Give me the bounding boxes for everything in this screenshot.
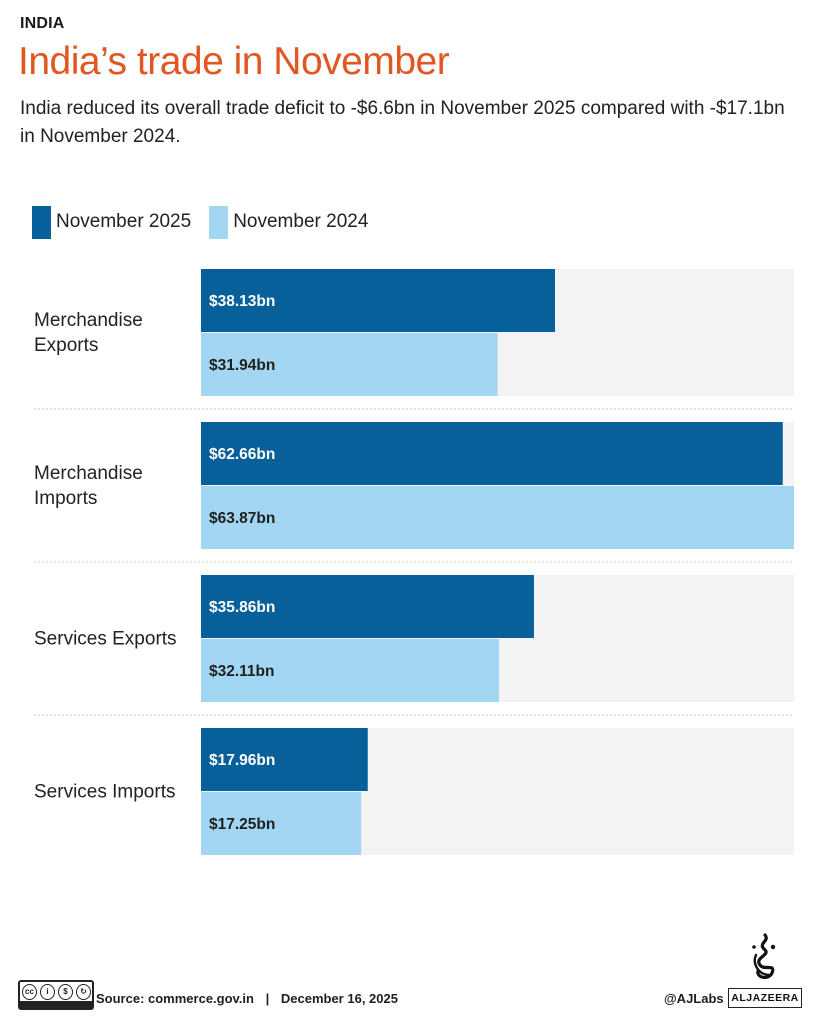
bar-value-label: $35.86bn (209, 599, 275, 616)
separator: | (265, 991, 270, 1006)
bar-2024 (201, 639, 500, 702)
category-label: Merchandise Imports (34, 463, 143, 509)
bar-2024 (201, 333, 498, 396)
bar-2025 (201, 269, 556, 332)
bar-value-label: $17.25bn (209, 816, 275, 833)
category-label: Merchandise Exports (34, 310, 143, 356)
nc-icon: $ (58, 984, 73, 1000)
source-line: Source: commerce.gov.in | December 16, 2… (96, 991, 398, 1006)
aljazeera-logo-mark-icon (752, 933, 776, 980)
bar-2024 (201, 792, 362, 855)
kicker: INDIA (20, 15, 65, 32)
cc-icon: cc (22, 984, 37, 1000)
cc-badge-strip (20, 1001, 92, 1008)
source-text: Source: commerce.gov.in (96, 991, 254, 1006)
bar-value-label: $31.94bn (209, 357, 275, 374)
bar-value-label: $63.87bn (209, 510, 275, 527)
subtitle: India reduced its overall trade deficit … (20, 98, 785, 147)
bar-2025 (201, 422, 783, 485)
category-label: Services Exports (34, 629, 177, 650)
legend-swatch-2025 (32, 205, 51, 239)
bar-2024 (201, 486, 794, 549)
bar-value-label: $32.11bn (209, 663, 275, 680)
aljazeera-wordmark: ALJAZEERA (728, 988, 802, 1008)
legend-swatch-2024 (209, 205, 229, 239)
legend: November 2025 November 2024 (32, 205, 386, 239)
legend-item-2025: November 2025 (32, 205, 192, 239)
ajlabs-handle: @AJLabs (664, 991, 724, 1006)
bar-chart: $38.13bn $31.94bn Merchandise Exports $62.66… (34, 269, 794, 855)
bar-value-label: $17.96bn (209, 752, 275, 769)
legend-label-2024: November 2024 (233, 211, 369, 232)
legend-label-2025: November 2025 (56, 211, 192, 232)
footer: cc i $ ↻ Source: commerce.gov.in | Decem… (0, 933, 820, 1020)
by-icon: i (40, 984, 55, 1000)
category-label: Services Imports (34, 782, 175, 803)
bar-2025 (201, 728, 368, 791)
bar-value-label: $62.66bn (209, 446, 275, 463)
date-text: December 16, 2025 (280, 991, 398, 1006)
page-title: India’s trade in November (18, 40, 450, 83)
sa-icon: ↻ (76, 984, 91, 1000)
legend-item-2024: November 2024 (209, 205, 369, 239)
cc-license-icon: cc i $ ↻ (18, 980, 94, 1010)
bar-value-label: $38.13bn (209, 293, 275, 310)
aljazeera-logo: ALJAZEERA (728, 933, 802, 1015)
bar-2025 (201, 575, 534, 638)
